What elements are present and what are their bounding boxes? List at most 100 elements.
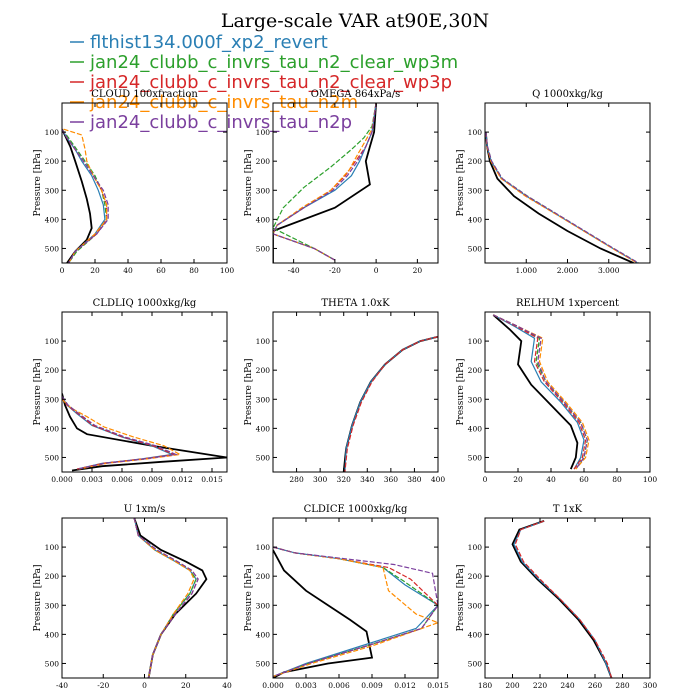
y-tick-label: 400 (468, 424, 483, 433)
y-tick-label: 200 (256, 157, 271, 166)
x-tick-label: 20 (181, 681, 191, 690)
panel-title: THETA 1.0xK (321, 298, 390, 309)
y-tick-label: 500 (256, 453, 271, 462)
x-tick-label: 320 (337, 475, 352, 484)
series-group (62, 393, 227, 472)
y-axis-label: Pressure [hPa] (456, 358, 466, 425)
series-line-orange (485, 132, 638, 263)
chart-panel: CLDICE 1000xkg/kg Pressure [hPa] 0.000 0.00… (244, 504, 449, 690)
series-line-blue (485, 132, 638, 263)
chart-panel: RELHUM 1xpercent Pressure [hPa] 0 20 40 60 80 1… (456, 298, 657, 484)
series-line-blue (493, 314, 585, 470)
series-line-green (62, 396, 177, 470)
y-tick-label: 300 (45, 395, 60, 404)
legend-label: jan24_clubb_c_invrs_tau_n2p (89, 112, 352, 133)
y-tick-label: 200 (256, 572, 271, 581)
series-line-green (485, 132, 639, 263)
plot-frame (272, 102, 439, 264)
x-tick-label: 40 (123, 266, 133, 275)
chart-panel: CLOUD 100xfraction Pressure [hPa] 0 20 40 60 8… (33, 89, 234, 275)
y-axis-label: Pressure [hPa] (33, 358, 43, 425)
y-tick-label: 300 (256, 186, 271, 195)
series-line-black (511, 520, 613, 678)
x-tick-label: 360 (384, 475, 399, 484)
y-tick-label: 200 (45, 572, 60, 581)
series-line-black (273, 103, 377, 263)
x-tick-label: 20 (413, 266, 423, 275)
panel-title: CLOUD 100xfraction (91, 89, 198, 100)
series-line-black (485, 132, 634, 263)
series-line-purple (62, 128, 109, 263)
panel-title: T 1xK (553, 504, 583, 515)
x-tick-label: 0.012 (394, 681, 416, 690)
x-tick-label: 0 (60, 266, 65, 275)
chart-panel: OMEGA 864xPa/s Pressure [hPa] -40 -20 0 20 100… (244, 89, 439, 275)
y-tick-label: 500 (45, 659, 60, 668)
y-tick-label: 100 (45, 543, 60, 552)
series-group (62, 128, 109, 263)
x-tick-label: -20 (329, 266, 341, 275)
x-tick-label: 40 (546, 475, 556, 484)
y-tick-label: 400 (468, 630, 483, 639)
x-tick-label: -40 (288, 266, 300, 275)
y-tick-label: 200 (45, 366, 60, 375)
legend-entry: jan24_clubb_c_invrs_tau_n2_clear_wp3p (70, 72, 452, 93)
y-tick-label: 200 (468, 366, 483, 375)
series-line-purple (273, 546, 438, 678)
x-tick-label: 100 (220, 266, 235, 275)
plot-frame (484, 102, 651, 264)
y-tick-label: 400 (256, 424, 271, 433)
y-tick-label: 300 (468, 395, 483, 404)
y-axis-label: Pressure [hPa] (244, 564, 254, 631)
series-line-orange (493, 314, 590, 470)
x-tick-label: 240 (560, 681, 575, 690)
y-tick-label: 500 (256, 659, 271, 668)
x-tick-label: 0.012 (171, 475, 193, 484)
series-line-blue (344, 336, 438, 472)
series-line-purple (273, 103, 377, 261)
legend-label: jan24_clubb_c_invrs_tau_n2_clear_wp3p (89, 72, 452, 93)
y-tick-label: 500 (468, 244, 483, 253)
series-group (492, 314, 590, 470)
series-line-orange (133, 518, 195, 678)
legend-entry: flthist134.000f_xp2_revert (70, 32, 328, 53)
chart-panel: THETA 1.0xK Pressure [hPa] 280 300 320 340 360… (244, 298, 445, 484)
x-tick-label: 400 (431, 475, 446, 484)
x-tick-label: 80 (612, 475, 622, 484)
panels: CLOUD 100xfraction Pressure [hPa] 0 20 40 60 8… (33, 89, 657, 690)
x-tick-label: 40 (222, 681, 232, 690)
legend-label: jan24_clubb_c_invrs_tau_n2_clear_wp3m (89, 52, 458, 73)
y-tick-label: 300 (468, 186, 483, 195)
y-tick-label: 100 (45, 337, 60, 346)
x-tick-label: 380 (407, 475, 422, 484)
y-tick-label: 100 (256, 543, 271, 552)
y-tick-label: 100 (468, 337, 483, 346)
plot-frame (61, 517, 228, 679)
x-tick-label: 20 (90, 266, 100, 275)
x-tick-label: 0.003 (295, 681, 317, 690)
y-tick-label: 300 (45, 186, 60, 195)
x-tick-label: 180 (478, 681, 493, 690)
plot-frame (272, 517, 439, 679)
y-tick-label: 500 (468, 453, 483, 462)
legend-label: flthist134.000f_xp2_revert (90, 32, 328, 53)
y-tick-label: 300 (256, 601, 271, 610)
series-group (485, 132, 639, 263)
series-line-red (62, 396, 177, 470)
y-tick-label: 200 (468, 572, 483, 581)
series-line-purple (62, 396, 179, 470)
y-tick-label: 100 (256, 337, 271, 346)
chart-panel: CLDLIQ 1000xkg/kg Pressure [hPa] 0.000 0.00… (33, 298, 228, 484)
x-tick-label: 200 (505, 681, 520, 690)
chart-panel: T 1xK Pressure [hPa] 180 200 220 240 260 280 300… (456, 504, 657, 690)
y-axis-label: Pressure [hPa] (33, 564, 43, 631)
x-tick-label: 3.000 (598, 266, 620, 275)
y-tick-label: 400 (45, 630, 60, 639)
plot-frame (484, 517, 651, 679)
y-tick-label: 300 (256, 395, 271, 404)
series-line-black (273, 549, 374, 678)
x-tick-label: 20 (513, 475, 523, 484)
figure-title: Large-scale VAR at90E,30N (221, 10, 489, 32)
series-line-red (485, 132, 639, 263)
x-tick-label: 280 (615, 681, 630, 690)
